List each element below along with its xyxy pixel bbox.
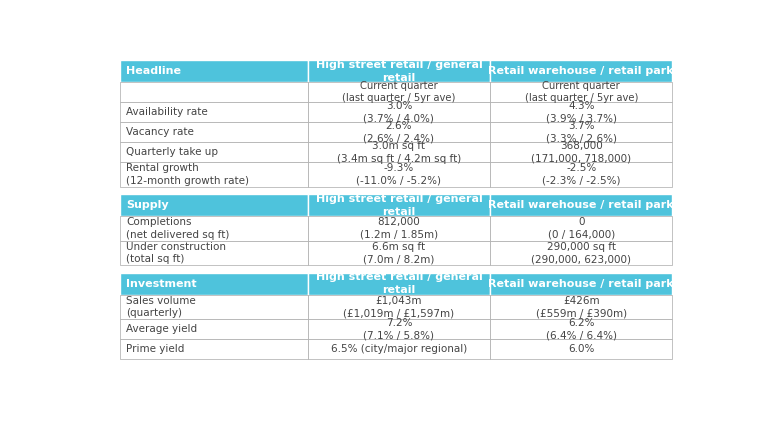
Bar — [120, 216, 308, 241]
Text: High street retail / general
retail: High street retail / general retail — [315, 272, 482, 295]
Text: Completions
(net delivered sq ft): Completions (net delivered sq ft) — [126, 217, 230, 240]
Bar — [120, 241, 308, 265]
Bar — [120, 60, 308, 82]
Bar — [120, 295, 308, 319]
Text: -2.5%
(-2.3% / -2.5%): -2.5% (-2.3% / -2.5%) — [542, 163, 621, 186]
Text: 290,000 sq ft
(290,000, 623,000): 290,000 sq ft (290,000, 623,000) — [531, 242, 632, 264]
Text: Supply: Supply — [126, 200, 169, 210]
Text: 6.2%
(6.4% / 6.4%): 6.2% (6.4% / 6.4%) — [546, 318, 617, 341]
Bar — [120, 319, 308, 339]
Bar — [308, 122, 490, 142]
Bar — [490, 216, 673, 241]
Text: Sales volume
(quarterly): Sales volume (quarterly) — [126, 296, 196, 318]
Bar — [490, 60, 673, 82]
Text: 7.2%
(7.1% / 5.8%): 7.2% (7.1% / 5.8%) — [363, 318, 434, 341]
Text: 4.3%
(3.9% / 3.7%): 4.3% (3.9% / 3.7%) — [546, 101, 617, 124]
Text: 3.0%
(3.7% / 4.0%): 3.0% (3.7% / 4.0%) — [363, 101, 434, 124]
Bar — [308, 60, 490, 82]
Text: Current quarter
(last quarter / 5yr ave): Current quarter (last quarter / 5yr ave) — [525, 81, 638, 103]
Bar — [120, 194, 308, 216]
Text: Availability rate: Availability rate — [126, 107, 208, 117]
Bar — [308, 319, 490, 339]
Text: 3.0m sq ft
(3.4m sq ft / 4.2m sq ft): 3.0m sq ft (3.4m sq ft / 4.2m sq ft) — [337, 141, 461, 164]
Text: 6.5% (city/major regional): 6.5% (city/major regional) — [331, 344, 467, 354]
Text: 368,000
(171,000, 718,000): 368,000 (171,000, 718,000) — [531, 141, 632, 164]
Bar — [490, 319, 673, 339]
Text: 6.6m sq ft
(7.0m / 8.2m): 6.6m sq ft (7.0m / 8.2m) — [363, 242, 434, 264]
Text: Quarterly take up: Quarterly take up — [126, 147, 218, 157]
Text: 812,000
(1.2m / 1.85m): 812,000 (1.2m / 1.85m) — [360, 217, 438, 240]
Text: Retail warehouse / retail park: Retail warehouse / retail park — [489, 200, 674, 210]
Text: High street retail / general
retail: High street retail / general retail — [315, 194, 482, 216]
Text: 0
(0 / 164,000): 0 (0 / 164,000) — [547, 217, 615, 240]
Text: 6.0%: 6.0% — [568, 344, 594, 354]
Bar — [120, 122, 308, 142]
Bar — [120, 102, 308, 122]
Bar — [308, 82, 490, 102]
Text: Prime yield: Prime yield — [126, 344, 185, 354]
Bar — [308, 241, 490, 265]
Text: 2.6%
(2.6% / 2.4%): 2.6% (2.6% / 2.4%) — [363, 121, 434, 143]
Text: 3.7%
(3.3% / 2.6%): 3.7% (3.3% / 2.6%) — [546, 121, 617, 143]
Text: -9.3%
(-11.0% / -5.2%): -9.3% (-11.0% / -5.2%) — [356, 163, 441, 186]
Bar — [490, 339, 673, 359]
Bar — [490, 102, 673, 122]
Bar — [308, 273, 490, 295]
Text: Retail warehouse / retail park: Retail warehouse / retail park — [489, 279, 674, 289]
Text: £426m
(£559m / £390m): £426m (£559m / £390m) — [536, 296, 627, 318]
Bar — [308, 142, 490, 162]
Bar — [308, 102, 490, 122]
Bar — [490, 273, 673, 295]
Bar — [490, 82, 673, 102]
Bar — [120, 339, 308, 359]
Bar — [308, 339, 490, 359]
Bar — [490, 162, 673, 187]
Bar — [490, 142, 673, 162]
Text: £1,043m
(£1,019m / £1,597m): £1,043m (£1,019m / £1,597m) — [343, 296, 455, 318]
Bar — [308, 162, 490, 187]
Text: Headline: Headline — [126, 66, 181, 76]
Bar — [120, 162, 308, 187]
Text: Vacancy rate: Vacancy rate — [126, 127, 194, 137]
Bar — [308, 216, 490, 241]
Text: Under construction
(total sq ft): Under construction (total sq ft) — [126, 242, 226, 264]
Text: High street retail / general
retail: High street retail / general retail — [315, 60, 482, 83]
Bar — [308, 295, 490, 319]
Bar — [490, 241, 673, 265]
Text: Investment: Investment — [126, 279, 196, 289]
Bar — [120, 82, 308, 102]
Bar — [308, 194, 490, 216]
Text: Average yield: Average yield — [126, 324, 197, 334]
Bar — [120, 273, 308, 295]
Text: Retail warehouse / retail park: Retail warehouse / retail park — [489, 66, 674, 76]
Bar — [490, 122, 673, 142]
Bar — [490, 194, 673, 216]
Text: Rental growth
(12-month growth rate): Rental growth (12-month growth rate) — [126, 163, 249, 186]
Text: Current quarter
(last quarter / 5yr ave): Current quarter (last quarter / 5yr ave) — [342, 81, 455, 103]
Bar — [120, 142, 308, 162]
Bar — [490, 295, 673, 319]
